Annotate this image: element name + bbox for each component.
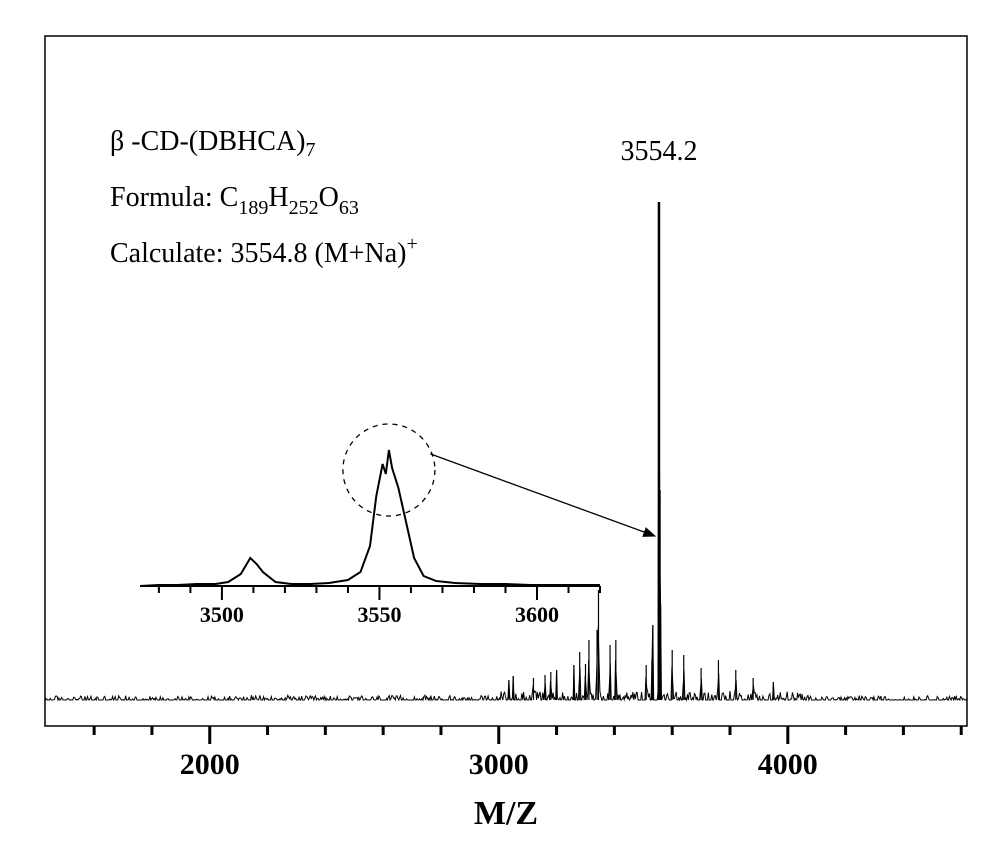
zoom-arrow: [430, 454, 655, 536]
inset-tick-label: 3600: [515, 602, 559, 627]
chart-container: 2000 3000 4000 M/Z 3554.2 β -CD-(DBHCA)7 Formu…: [0, 0, 1000, 862]
x-tick-label: 3000: [469, 748, 529, 781]
inset-tick-label: 3550: [357, 602, 401, 627]
peak-value-label: 3554.2: [620, 136, 697, 167]
inset-highlight-circle: [343, 424, 435, 516]
inset-trace: [140, 450, 600, 586]
x-axis-label: M/Z: [474, 795, 538, 832]
mass-spectrum-figure: 2000 3000 4000 M/Z 3554.2 β -CD-(DBHCA)7 Formu…: [0, 0, 1000, 862]
x-tick-label: 4000: [758, 748, 818, 781]
calculated-mass-label: Calculate: 3554.8 (M+Na)+: [110, 233, 418, 269]
x-tick-label: 2000: [180, 748, 240, 781]
spectrum-trace: [45, 235, 967, 700]
inset-tick-label: 3500: [200, 602, 244, 627]
compound-label: β -CD-(DBHCA)7: [110, 126, 315, 161]
formula-label: Formula: C189H252O63: [110, 182, 359, 219]
